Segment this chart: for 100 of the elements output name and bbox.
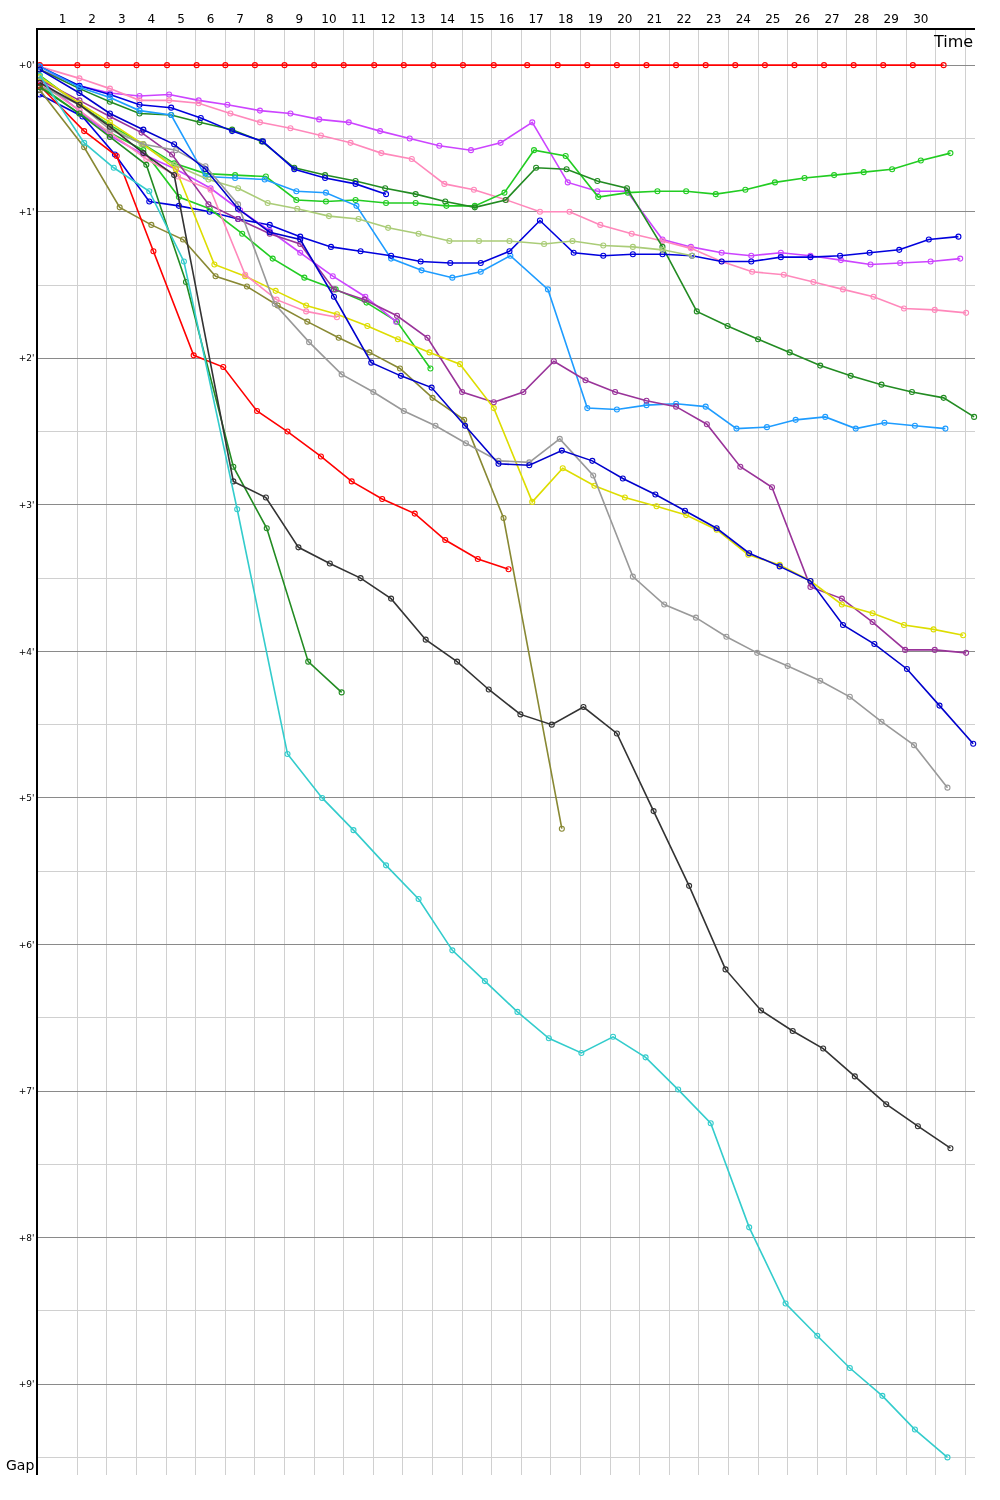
point [317,132,324,139]
point [353,202,360,209]
point [722,966,729,973]
point [675,1086,682,1093]
point [459,388,466,396]
y-axis-title: Gap [6,1457,35,1473]
point [293,188,300,195]
point [955,233,962,240]
point [529,119,536,126]
point [782,1300,789,1307]
point [143,155,150,163]
point [371,62,378,69]
x-tick-label: 17 [528,12,544,27]
point [428,384,435,391]
point [350,827,357,834]
point [514,1008,521,1015]
point [462,440,469,447]
point [338,689,345,696]
point [227,110,234,117]
point [925,236,932,243]
point [459,62,467,69]
point [163,62,171,69]
point [262,494,269,501]
point [357,248,364,255]
point [197,114,204,121]
point [821,62,828,69]
point [881,419,888,426]
point [612,388,619,396]
point [940,62,947,69]
point [814,1332,821,1339]
point [584,62,591,69]
point [475,237,483,245]
point [443,202,450,209]
y-tick-label: +6' [18,939,35,950]
point [529,498,536,505]
point [325,213,332,220]
point [545,1035,552,1042]
point [530,147,538,154]
point [172,147,179,154]
point [643,397,650,404]
point [517,711,524,718]
point [366,349,373,356]
point [595,194,602,201]
point [368,359,375,366]
point [681,507,689,514]
point [497,139,504,146]
point [792,416,799,423]
point [74,62,81,69]
point [432,422,439,429]
point [533,164,540,171]
point [914,1123,921,1130]
point [429,394,436,401]
point [253,407,261,415]
point [839,286,847,293]
point [869,619,876,626]
point [449,274,456,281]
point [556,435,563,442]
point [193,62,200,69]
point [442,536,449,544]
point [613,730,620,737]
point [554,62,561,69]
point [263,525,270,532]
point [619,475,626,482]
point [294,205,301,212]
y-tick-label: +8' [18,1232,35,1243]
point [927,258,934,265]
x-tick-label: 13 [410,12,426,27]
point [180,258,187,265]
point [269,255,276,262]
point [319,794,326,801]
point [417,258,424,265]
point [970,740,977,747]
point [348,478,355,485]
point [412,191,419,198]
point [838,601,845,608]
point [846,693,853,700]
x-tick-label: 12 [380,12,396,27]
point [761,62,768,69]
point [820,1045,827,1052]
point [822,413,829,420]
point [266,221,273,228]
point [643,402,650,409]
y-tick-label: +0' [18,60,35,71]
point [166,91,173,98]
point [287,110,294,117]
point [490,62,497,69]
point [422,636,429,643]
point [505,566,512,573]
point [474,556,481,563]
point [692,614,699,621]
point [103,62,111,69]
point [477,268,484,275]
point [723,633,730,640]
x-tick-label: 14 [439,12,455,27]
point [408,155,415,163]
point [330,293,338,300]
point [520,388,527,396]
point [190,352,197,359]
point [106,85,113,92]
point [944,784,951,791]
